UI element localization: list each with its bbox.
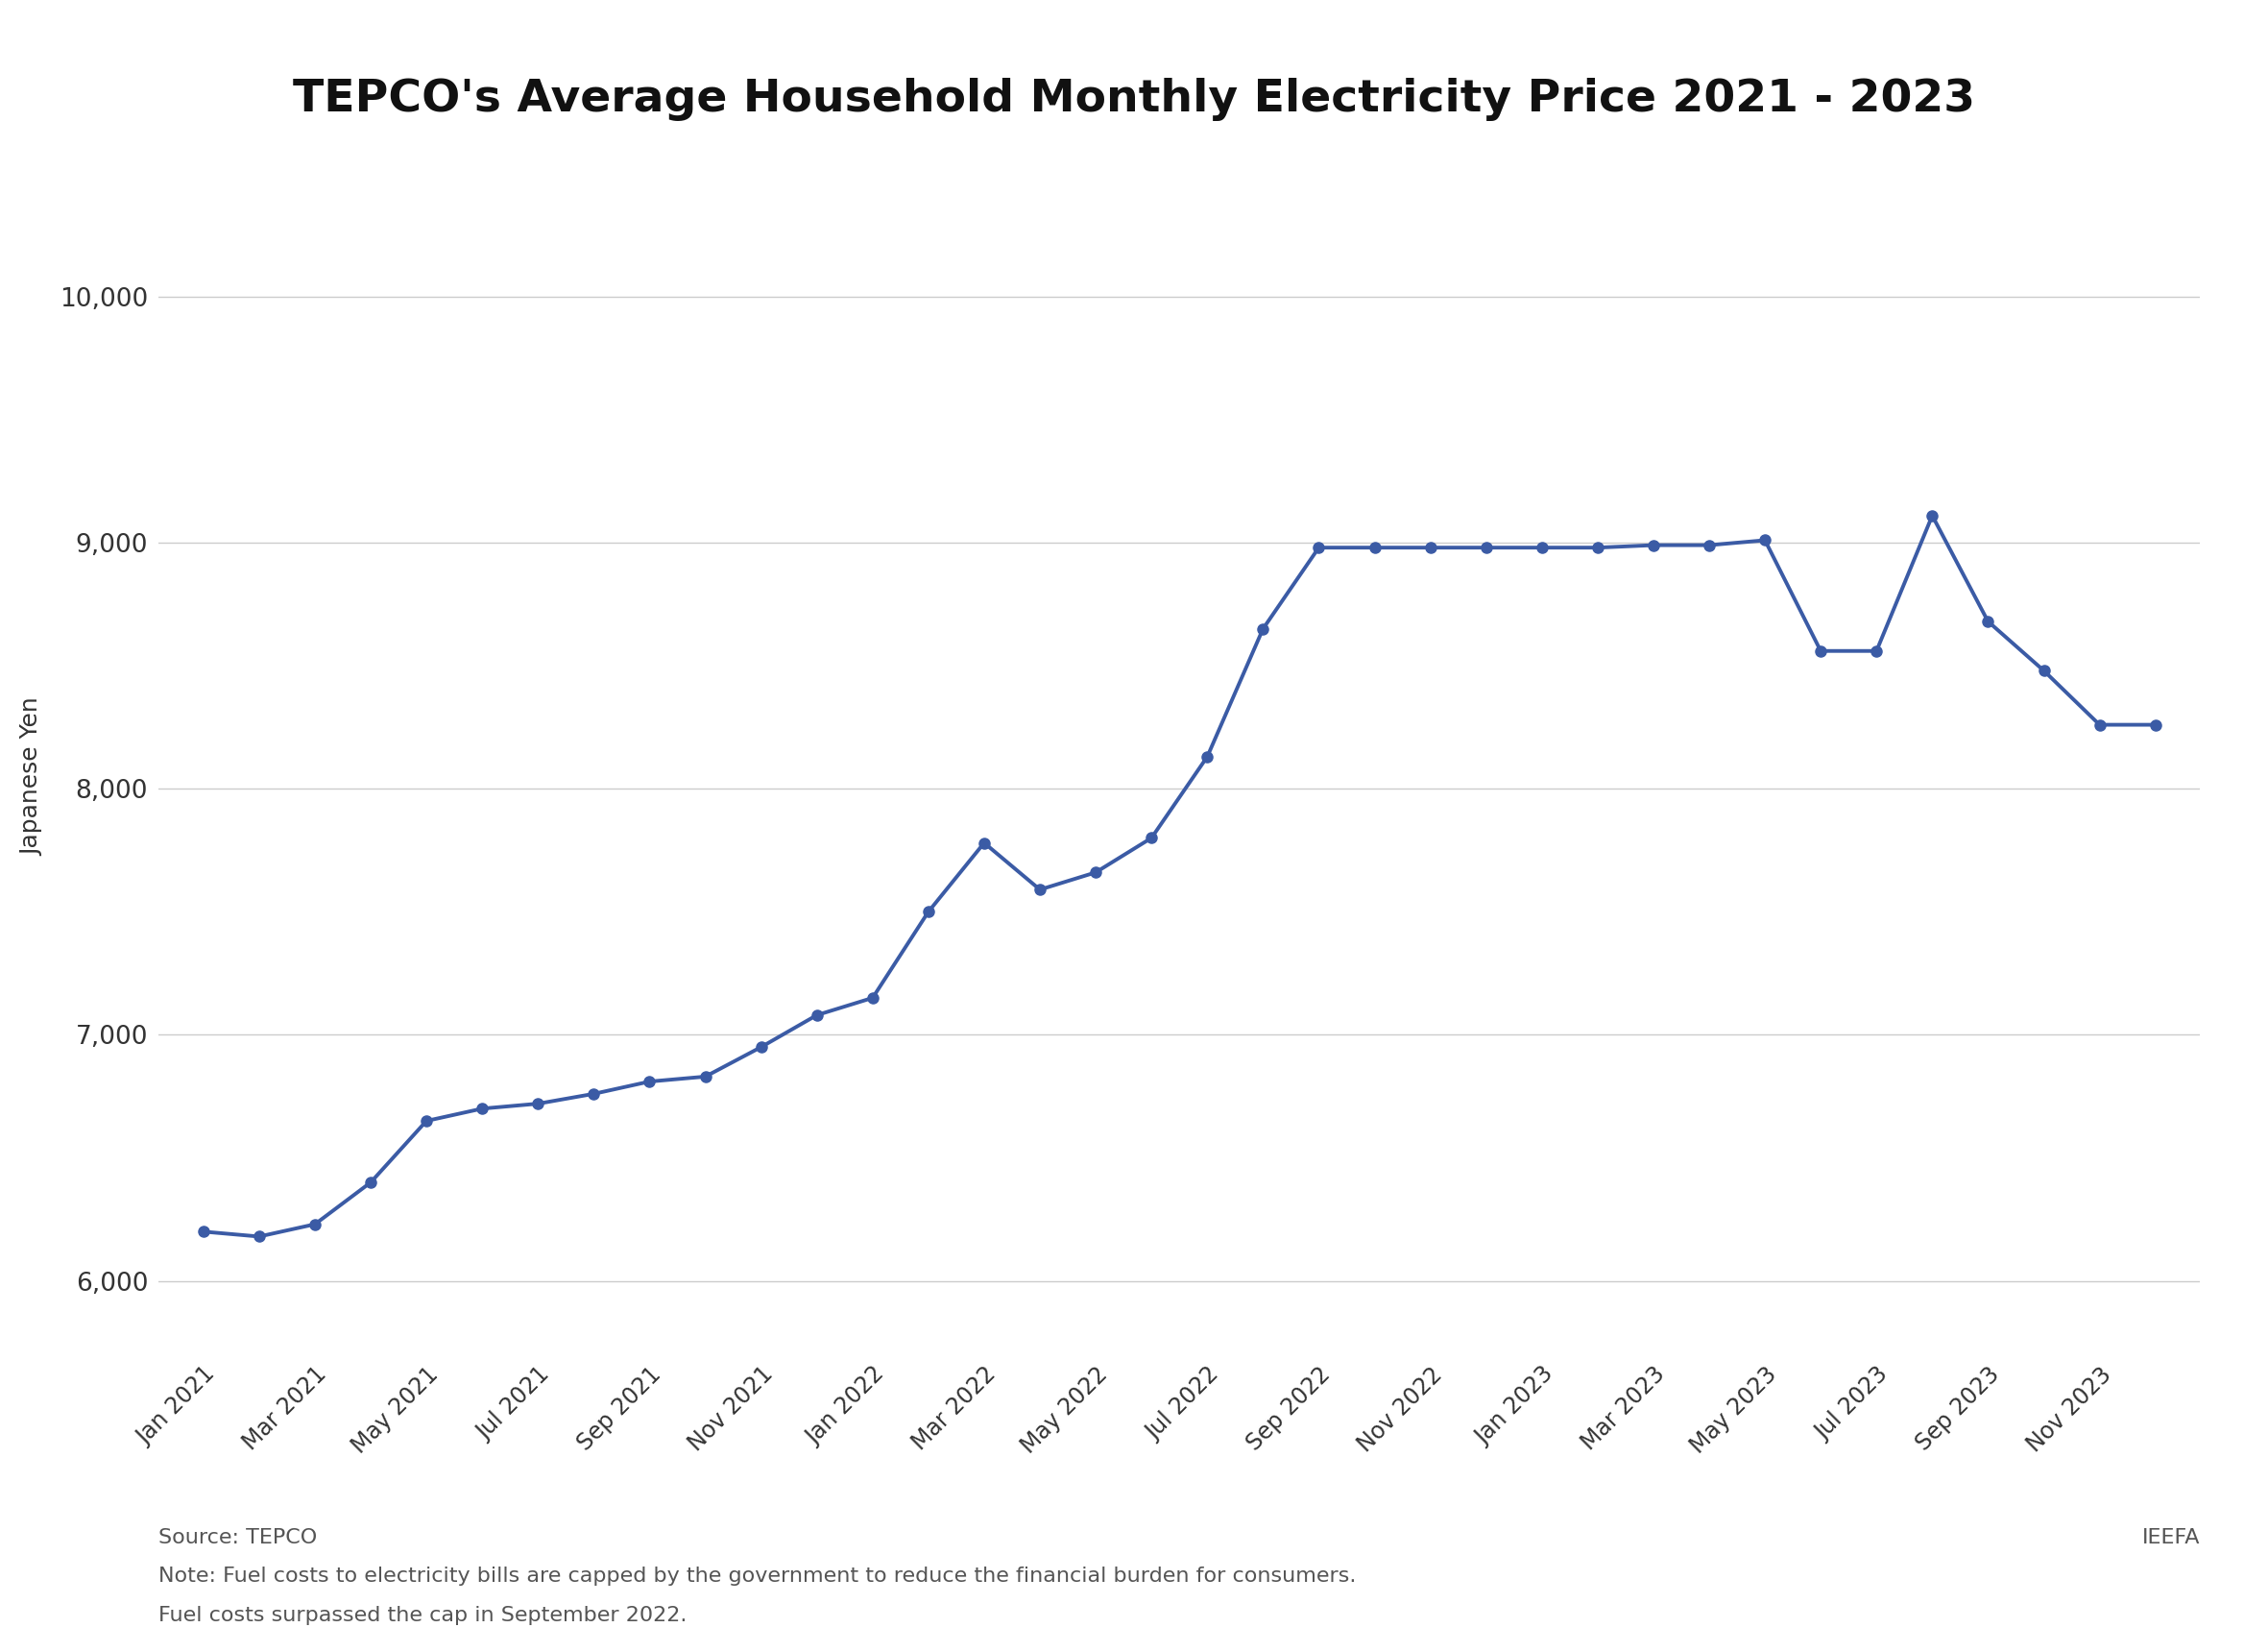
Text: Fuel costs surpassed the cap in September 2022.: Fuel costs surpassed the cap in Septembe… (159, 1606, 687, 1626)
Text: IEEFA: IEEFA (2141, 1528, 2200, 1548)
Text: Source: TEPCO: Source: TEPCO (159, 1528, 318, 1548)
Text: Note: Fuel costs to electricity bills are capped by the government to reduce the: Note: Fuel costs to electricity bills ar… (159, 1566, 1356, 1586)
Text: TEPCO's Average Household Monthly Electricity Price 2021 - 2023: TEPCO's Average Household Monthly Electr… (293, 78, 1975, 121)
Y-axis label: Japanese Yen: Japanese Yen (20, 697, 43, 856)
